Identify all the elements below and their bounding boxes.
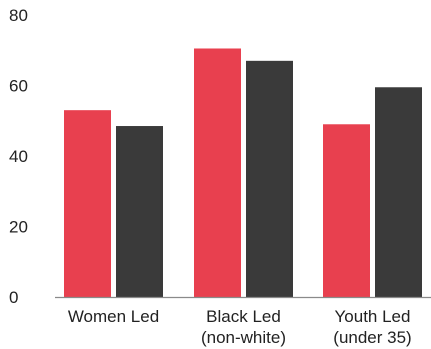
y-tick-label: 0 bbox=[9, 288, 18, 307]
y-tick-label: 40 bbox=[9, 147, 28, 166]
x-axis-category-labels: Women Led Black Led (non-white) Youth Led (u… bbox=[68, 307, 412, 347]
x-category-label: Youth Led bbox=[335, 307, 411, 326]
x-category-label: Women Led bbox=[68, 307, 159, 326]
bar-series-1-category-1 bbox=[64, 110, 111, 297]
x-category-label: Black Led bbox=[206, 307, 281, 326]
y-tick-label: 20 bbox=[9, 218, 28, 237]
y-axis-tick-labels: 0 20 40 60 80 bbox=[9, 6, 28, 307]
bar-series-1-category-3 bbox=[323, 124, 370, 298]
bar-series-2-category-2 bbox=[246, 60, 293, 298]
bars bbox=[64, 48, 422, 298]
x-category-label: (under 35) bbox=[333, 328, 411, 347]
y-tick-label: 60 bbox=[9, 77, 28, 96]
bar-series-2-category-3 bbox=[375, 87, 422, 297]
bar-series-2-category-1 bbox=[116, 126, 163, 297]
bar-series-1-category-2 bbox=[194, 48, 241, 297]
y-tick-label: 80 bbox=[9, 6, 28, 25]
x-category-label: (non-white) bbox=[201, 328, 286, 347]
